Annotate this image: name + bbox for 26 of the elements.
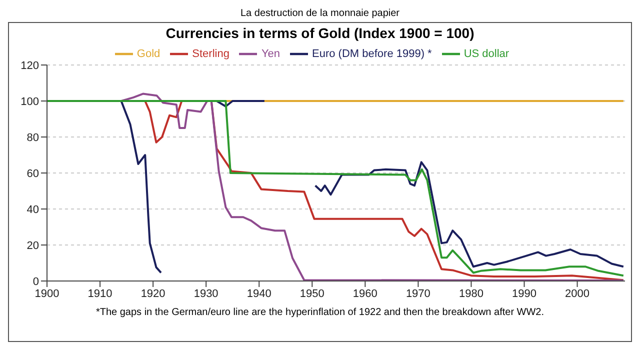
x-tick-label: 1960 (352, 288, 378, 300)
x-tick-label: 1990 (512, 288, 536, 300)
y-tick-label: 80 (26, 132, 39, 144)
chart-subtitle: Currencies in terms of Gold (Index 1900 = 100) (164, 25, 476, 41)
y-tick-label: 40 (26, 204, 39, 216)
x-tick-label: 1910 (88, 288, 112, 300)
chart-title: La destruction de la monnaie papier (240, 8, 400, 21)
text: *The gaps in the German/euro line are the hyperinflation of 1922 and then the breakdown after WW2. (94, 307, 546, 318)
legend-label: Gold (136, 48, 160, 60)
legend-label: US dollar (464, 48, 510, 60)
x-tick-label: 1930 (194, 288, 218, 300)
x-tick-label: 1980 (458, 288, 484, 300)
x-tick-label: 1950 (300, 288, 324, 300)
x-tick-label: 2000 (565, 288, 590, 300)
y-tick-label: 20 (26, 240, 39, 252)
y-tick-label: 100 (20, 96, 39, 108)
legend-label: Yen (261, 48, 280, 60)
legend-label: Euro (DM before 1999) * (312, 48, 432, 60)
x-tick-label: 1900 (34, 288, 60, 300)
legend-label: Sterling (192, 48, 230, 60)
y-tick-label: 60 (26, 168, 39, 180)
y-tick-label: 0 (32, 276, 39, 288)
x-tick-label: 1920 (140, 288, 166, 300)
x-tick-label: 1970 (406, 288, 430, 300)
x-tick-label: 1940 (246, 288, 272, 300)
y-tick-label: 120 (20, 60, 39, 72)
